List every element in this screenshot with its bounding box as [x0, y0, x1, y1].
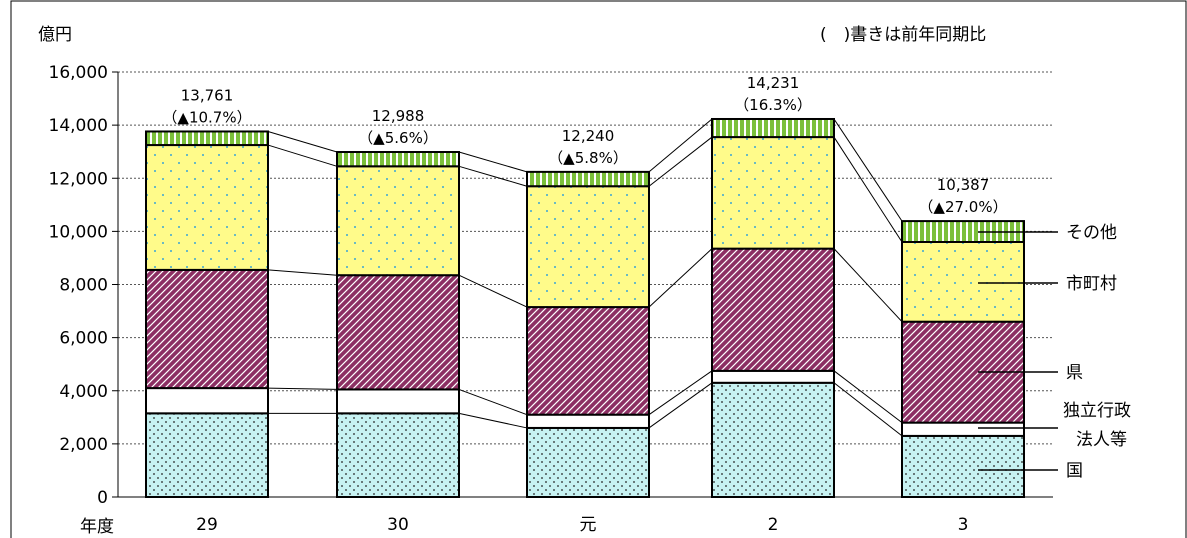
bar-segment-kuni	[711, 381, 835, 498]
yoy-data-label: （▲10.7%）	[162, 108, 251, 126]
y-tick-label: 0	[97, 488, 108, 508]
series-connector-line	[648, 382, 713, 429]
total-data-label: 14,231	[747, 74, 800, 92]
bar-segment-dokuritsu	[711, 369, 835, 384]
series-connector-line	[458, 388, 528, 416]
bar-segment-shichoson	[336, 165, 460, 277]
series-connector-line	[458, 165, 528, 187]
x-tick-label: 29	[196, 515, 218, 535]
chart-frame	[10, 0, 1187, 538]
label-layer: 29 13,761 （▲10.7%） 30 12,988 （▲5.6%） 元 12,240 （▲…	[162, 74, 1007, 535]
bar-segment-ken	[145, 268, 269, 390]
yoy-data-label: （▲27.0%）	[918, 198, 1007, 216]
series-connector-line	[833, 136, 903, 243]
series-connector-line	[648, 248, 713, 308]
bar-segment-dokuritsu	[526, 413, 650, 429]
legend-label: その他	[1066, 223, 1117, 243]
yoy-data-label: （▲5.6%）	[358, 129, 438, 147]
y-tick-label: 14,000	[49, 116, 108, 136]
bar-segment-shichoson	[526, 185, 650, 309]
bar-segment-sonota	[711, 117, 835, 139]
legend-label: 市町村	[1066, 274, 1117, 294]
chart-note: ( )書きは前年同期比	[820, 25, 986, 45]
bar-segment-kuni	[526, 426, 650, 498]
x-axis-label: 年度	[80, 517, 114, 537]
yoy-data-label: （▲5.8%）	[548, 149, 628, 167]
x-tick-label: 元	[580, 515, 597, 535]
series-connector-line	[267, 269, 338, 276]
bar-segment-shichoson	[901, 241, 1025, 323]
bar-segment-sonota	[526, 170, 650, 188]
bar-segment-sonota	[336, 151, 460, 168]
y-tick-label: 2,000	[59, 435, 108, 455]
total-data-label: 12,988	[372, 107, 425, 125]
legend-label: 県	[1066, 363, 1083, 383]
bar-segment-shichoson	[145, 144, 269, 271]
series-connector-line	[648, 118, 713, 173]
bar-segment-shichoson	[711, 136, 835, 250]
total-data-label: 10,387	[937, 176, 990, 194]
y-tick-label: 4,000	[59, 382, 108, 402]
series-connector-line	[648, 370, 713, 416]
bar-segment-ken	[711, 247, 835, 372]
y-tick-label: 8,000	[59, 276, 108, 296]
bar-segment-dokuritsu	[336, 388, 460, 415]
bar-segment-dokuritsu	[901, 421, 1025, 437]
series-connector-line	[458, 412, 528, 429]
x-tick-label: 2	[768, 515, 779, 535]
series-connector-line	[833, 118, 903, 222]
bar-segment-kuni	[901, 434, 1025, 498]
connector-layer	[267, 118, 903, 437]
series-connector-line	[458, 151, 528, 173]
total-data-label: 13,761	[181, 86, 234, 104]
series-connector-line	[267, 387, 338, 390]
series-connector-line	[267, 130, 338, 153]
y-tick-label: 10,000	[49, 222, 108, 242]
yoy-data-label: （16.3%）	[734, 96, 812, 114]
bar-segment-ken	[526, 306, 650, 416]
series-connector-line	[833, 248, 903, 323]
bar-segment-sonota	[145, 130, 269, 147]
series-connector-line	[648, 136, 713, 187]
series-connector-line	[267, 144, 338, 167]
total-data-label: 12,240	[562, 127, 615, 145]
axis-layer: 0 2,000 4,000 6,000 8,000 10,000 12,000 14,000 1…	[49, 63, 1053, 508]
legend-label: 法人等	[1076, 430, 1127, 450]
legend-label: 国	[1066, 461, 1083, 481]
x-tick-label: 3	[958, 515, 969, 535]
y-axis-unit-label: 億円	[38, 25, 72, 45]
y-tick-label: 16,000	[49, 63, 108, 83]
y-tick-label: 6,000	[59, 329, 108, 349]
series-connector-line	[833, 370, 903, 424]
series-connector-line	[833, 382, 903, 437]
bar-segment-ken	[336, 274, 460, 391]
bar-segment-dokuritsu	[145, 387, 269, 415]
y-tick-label: 12,000	[49, 169, 108, 189]
series-connector-line	[458, 274, 528, 308]
x-tick-label: 30	[387, 515, 409, 535]
bar-segment-kuni	[336, 412, 460, 498]
bar-layer	[145, 117, 1025, 498]
legend-label: 独立行政	[1063, 401, 1131, 421]
bar-segment-kuni	[145, 412, 269, 498]
